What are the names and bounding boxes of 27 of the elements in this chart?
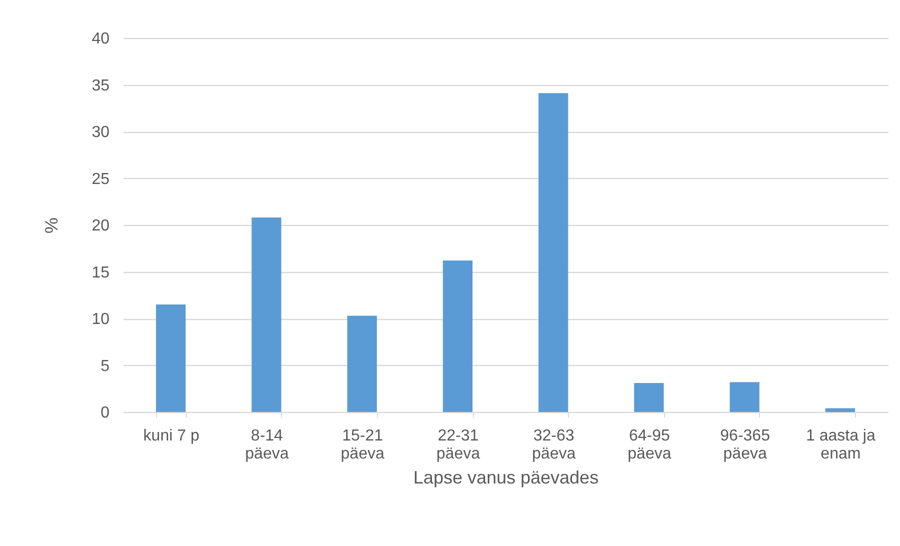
y-tick-label: 35 — [92, 77, 110, 94]
x-tick-label: 15-21 päeva — [340, 428, 384, 462]
x-tick-label: 64-95 päeva — [628, 428, 672, 462]
bar — [442, 260, 473, 412]
bar — [252, 218, 282, 412]
y-tick-label: 15 — [92, 264, 110, 282]
x-tick-label: 8-14 päeva — [245, 428, 289, 462]
y-tick-label: 40 — [92, 30, 110, 48]
y-tick-label: 30 — [92, 124, 110, 141]
bar — [538, 93, 568, 412]
y-tick-label: 0 — [100, 404, 110, 422]
y-tick-label: 5 — [100, 358, 110, 375]
x-tick-label: 1 aasta ja enam — [806, 428, 876, 462]
x-axis-title: Lapse vanus päevades — [413, 468, 599, 488]
bar — [634, 383, 664, 412]
y-tick-label: 25 — [92, 170, 110, 188]
x-tick-label: kuni 7 p — [143, 428, 200, 444]
y-tick-label: 20 — [92, 218, 110, 234]
y-tick-label: 10 — [92, 311, 110, 328]
bar — [825, 408, 856, 412]
bar — [156, 304, 186, 412]
y-axis-title: % — [42, 217, 62, 234]
x-tick-label: 22-31 päeva — [436, 428, 480, 462]
x-tick-label: 96-365 päeva — [720, 428, 770, 462]
bar — [730, 382, 760, 412]
bar — [347, 316, 377, 412]
x-tick-label: 32-63 päeva — [532, 428, 576, 462]
